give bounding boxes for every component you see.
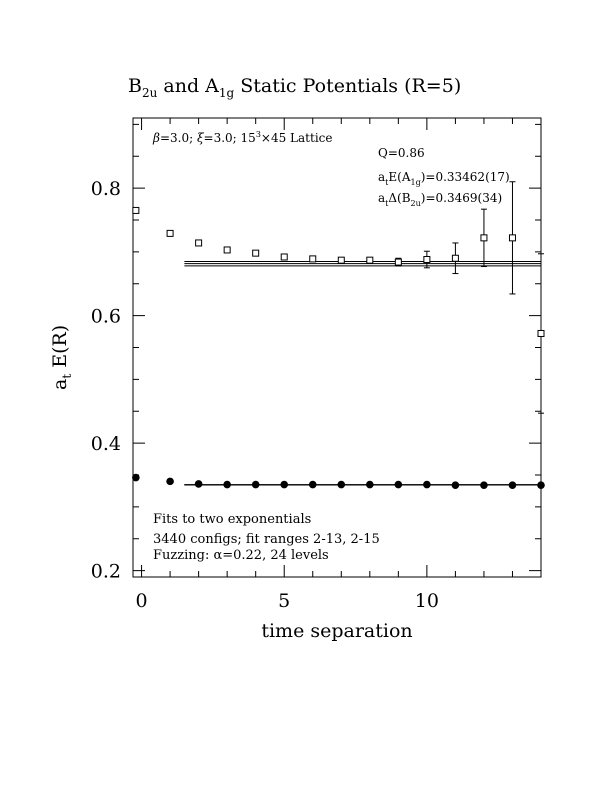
fit-bands [184,260,541,486]
y-tick-label: 0.2 [91,561,121,583]
y-tick-label: 0.6 [91,306,121,328]
circle-point [194,480,203,488]
y-tick-label: 0.8 [91,178,121,200]
axis-ticks [133,118,542,577]
square-point [337,256,345,264]
circle-point [423,480,431,489]
x-axis-label: time separation [261,620,412,642]
plot-frame [132,117,542,578]
circle-point [394,480,403,489]
y-axis-label: at E(R) [49,325,74,390]
fits-line-2: 3440 configs; fit ranges 2-13, 2-15 [153,532,380,547]
circle-point [166,477,174,486]
square-point [423,256,431,264]
circle-point [337,480,346,489]
square-point [166,229,174,237]
x-tick-label: 0 [136,590,148,612]
delta-annotation: atΔ(B2u)=0.3469(34) [378,191,502,208]
square-point [394,258,402,266]
circle-point [480,481,488,490]
lattice-annotation: β=3.0; ξ=3.0; 153×45 Lattice [152,130,332,145]
energy-annotation: atE(A1g)=0.33462(17) [378,170,510,187]
y-tick-label: 0.4 [91,433,121,455]
fits-line-1: Fits to two exponentials [153,512,311,527]
square-point [223,246,231,254]
circle-point [537,481,545,490]
circle-point [308,480,317,489]
circle-point [280,480,289,489]
square-point [508,234,516,242]
data-points [132,181,545,490]
circle-point [366,480,374,489]
y-tick-labels: 0.2 0.4 0.6 0.8 [91,178,121,583]
q-annotation: Q=0.86 [378,146,425,160]
circle-point [132,473,140,482]
chart-title: B2u and A1g Static Potentials (R=5) [128,75,461,100]
square-point [366,256,374,264]
circle-point [251,480,260,489]
circle-point [508,481,517,490]
x-tick-label: 10 [415,590,439,612]
square-point [451,254,459,262]
circle-point [223,480,231,489]
x-tick-labels: 0 5 10 [136,590,439,612]
square-point [132,206,140,214]
square-point [280,253,288,261]
circle-point [451,481,460,490]
square-point [537,329,545,337]
square-point [252,249,260,257]
square-point [309,255,317,263]
square-point [480,234,488,242]
x-tick-label: 5 [278,590,290,612]
fits-line-3: Fuzzing: α=0.22, 24 levels [153,548,329,563]
square-point [195,239,203,247]
